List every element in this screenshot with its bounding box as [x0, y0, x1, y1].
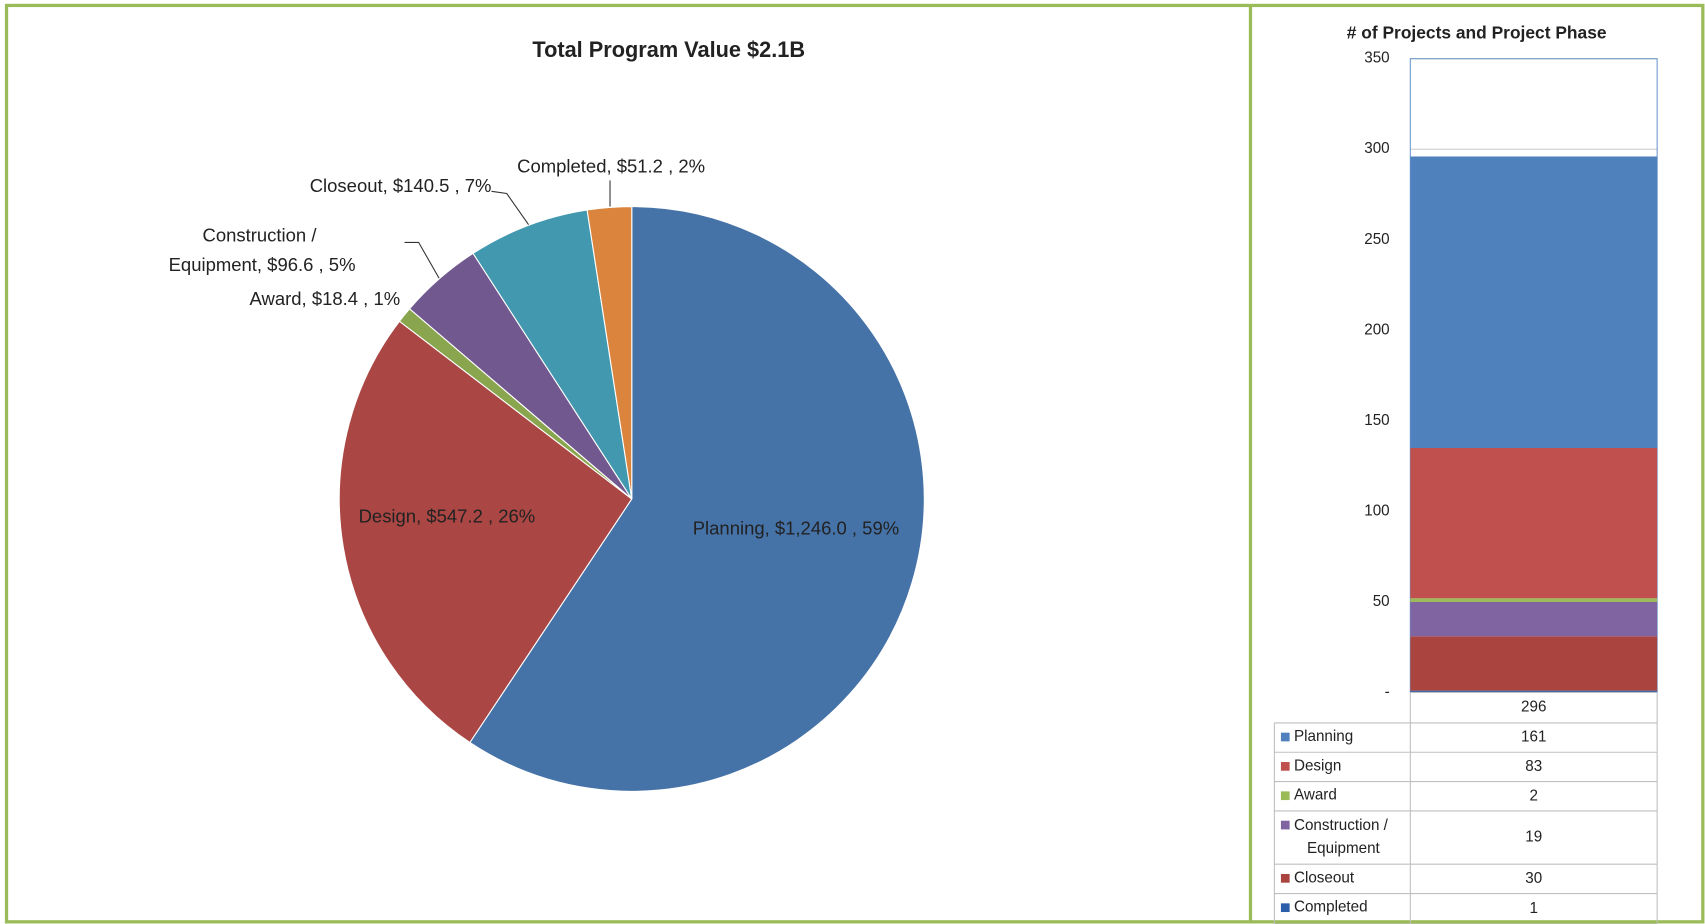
- legend-label: Design: [1294, 757, 1341, 774]
- legend-swatch: [1280, 820, 1290, 830]
- bar-segment: [1410, 636, 1658, 691]
- bar-title: # of Projects and Project Phase: [1347, 22, 1607, 42]
- y-tick-label: 50: [1373, 593, 1390, 610]
- data-label: Construction / Equipment, $96.6 , 5%: [169, 224, 356, 274]
- data-label: Closeout, $140.5 , 7%: [310, 175, 492, 196]
- legend-swatch: [1280, 903, 1290, 913]
- table-value: 2: [1530, 787, 1538, 804]
- pie-title: Total Program Value $2.1B: [532, 37, 805, 62]
- y-tick-label: 350: [1364, 50, 1389, 67]
- bar-segment: [1410, 690, 1658, 693]
- leader-line: [404, 241, 441, 281]
- pie-slice: [472, 209, 633, 500]
- y-tick-label: 250: [1364, 231, 1389, 248]
- data-label: Completed, $51.2 , 2%: [517, 155, 705, 176]
- legend-swatch: [1280, 791, 1290, 801]
- legend-label: Completed: [1294, 899, 1368, 916]
- table-value: 19: [1525, 829, 1542, 846]
- legend-label: Closeout: [1294, 869, 1355, 886]
- data-label: Award, $18.4 , 1%: [250, 288, 401, 309]
- frame: [4, 3, 1705, 924]
- bar-segment: [1410, 156, 1658, 449]
- pie-slice: [338, 320, 633, 744]
- legend-swatch: [1280, 762, 1290, 771]
- x-tick-label: 296: [1521, 699, 1546, 716]
- y-tick-label: -: [1385, 683, 1390, 700]
- leader-line: [491, 190, 530, 227]
- table-value: 1: [1530, 900, 1538, 917]
- pie-slice: [586, 205, 633, 500]
- pie-slice: [469, 205, 925, 792]
- leader-lines: [404, 180, 611, 281]
- y-tick-label: 200: [1364, 321, 1389, 338]
- legend-label: Planning: [1294, 728, 1353, 745]
- legend-swatch: [1280, 873, 1290, 883]
- data-label: Design, $547.2 , 26%: [359, 505, 536, 526]
- bar-segment: [1410, 598, 1658, 602]
- y-tick-label: 300: [1364, 140, 1389, 157]
- legend-swatch: [1280, 732, 1290, 742]
- data-table: 296 Planning 161 Design 83 Award 2 Construction…: [1273, 691, 1658, 924]
- data-label: Planning, $1,246.0 , 59%: [693, 517, 899, 538]
- table-value: 161: [1521, 729, 1546, 746]
- y-tick-label: 100: [1364, 502, 1389, 519]
- y-tick-label: 150: [1364, 412, 1389, 429]
- bar-segment: [1410, 448, 1658, 599]
- legend-label: Award: [1294, 787, 1337, 804]
- bar-segment: [1410, 601, 1658, 637]
- legend-label: Construction / Equipment: [1294, 817, 1392, 857]
- table-value: 83: [1525, 758, 1542, 775]
- table-value: 30: [1525, 870, 1542, 887]
